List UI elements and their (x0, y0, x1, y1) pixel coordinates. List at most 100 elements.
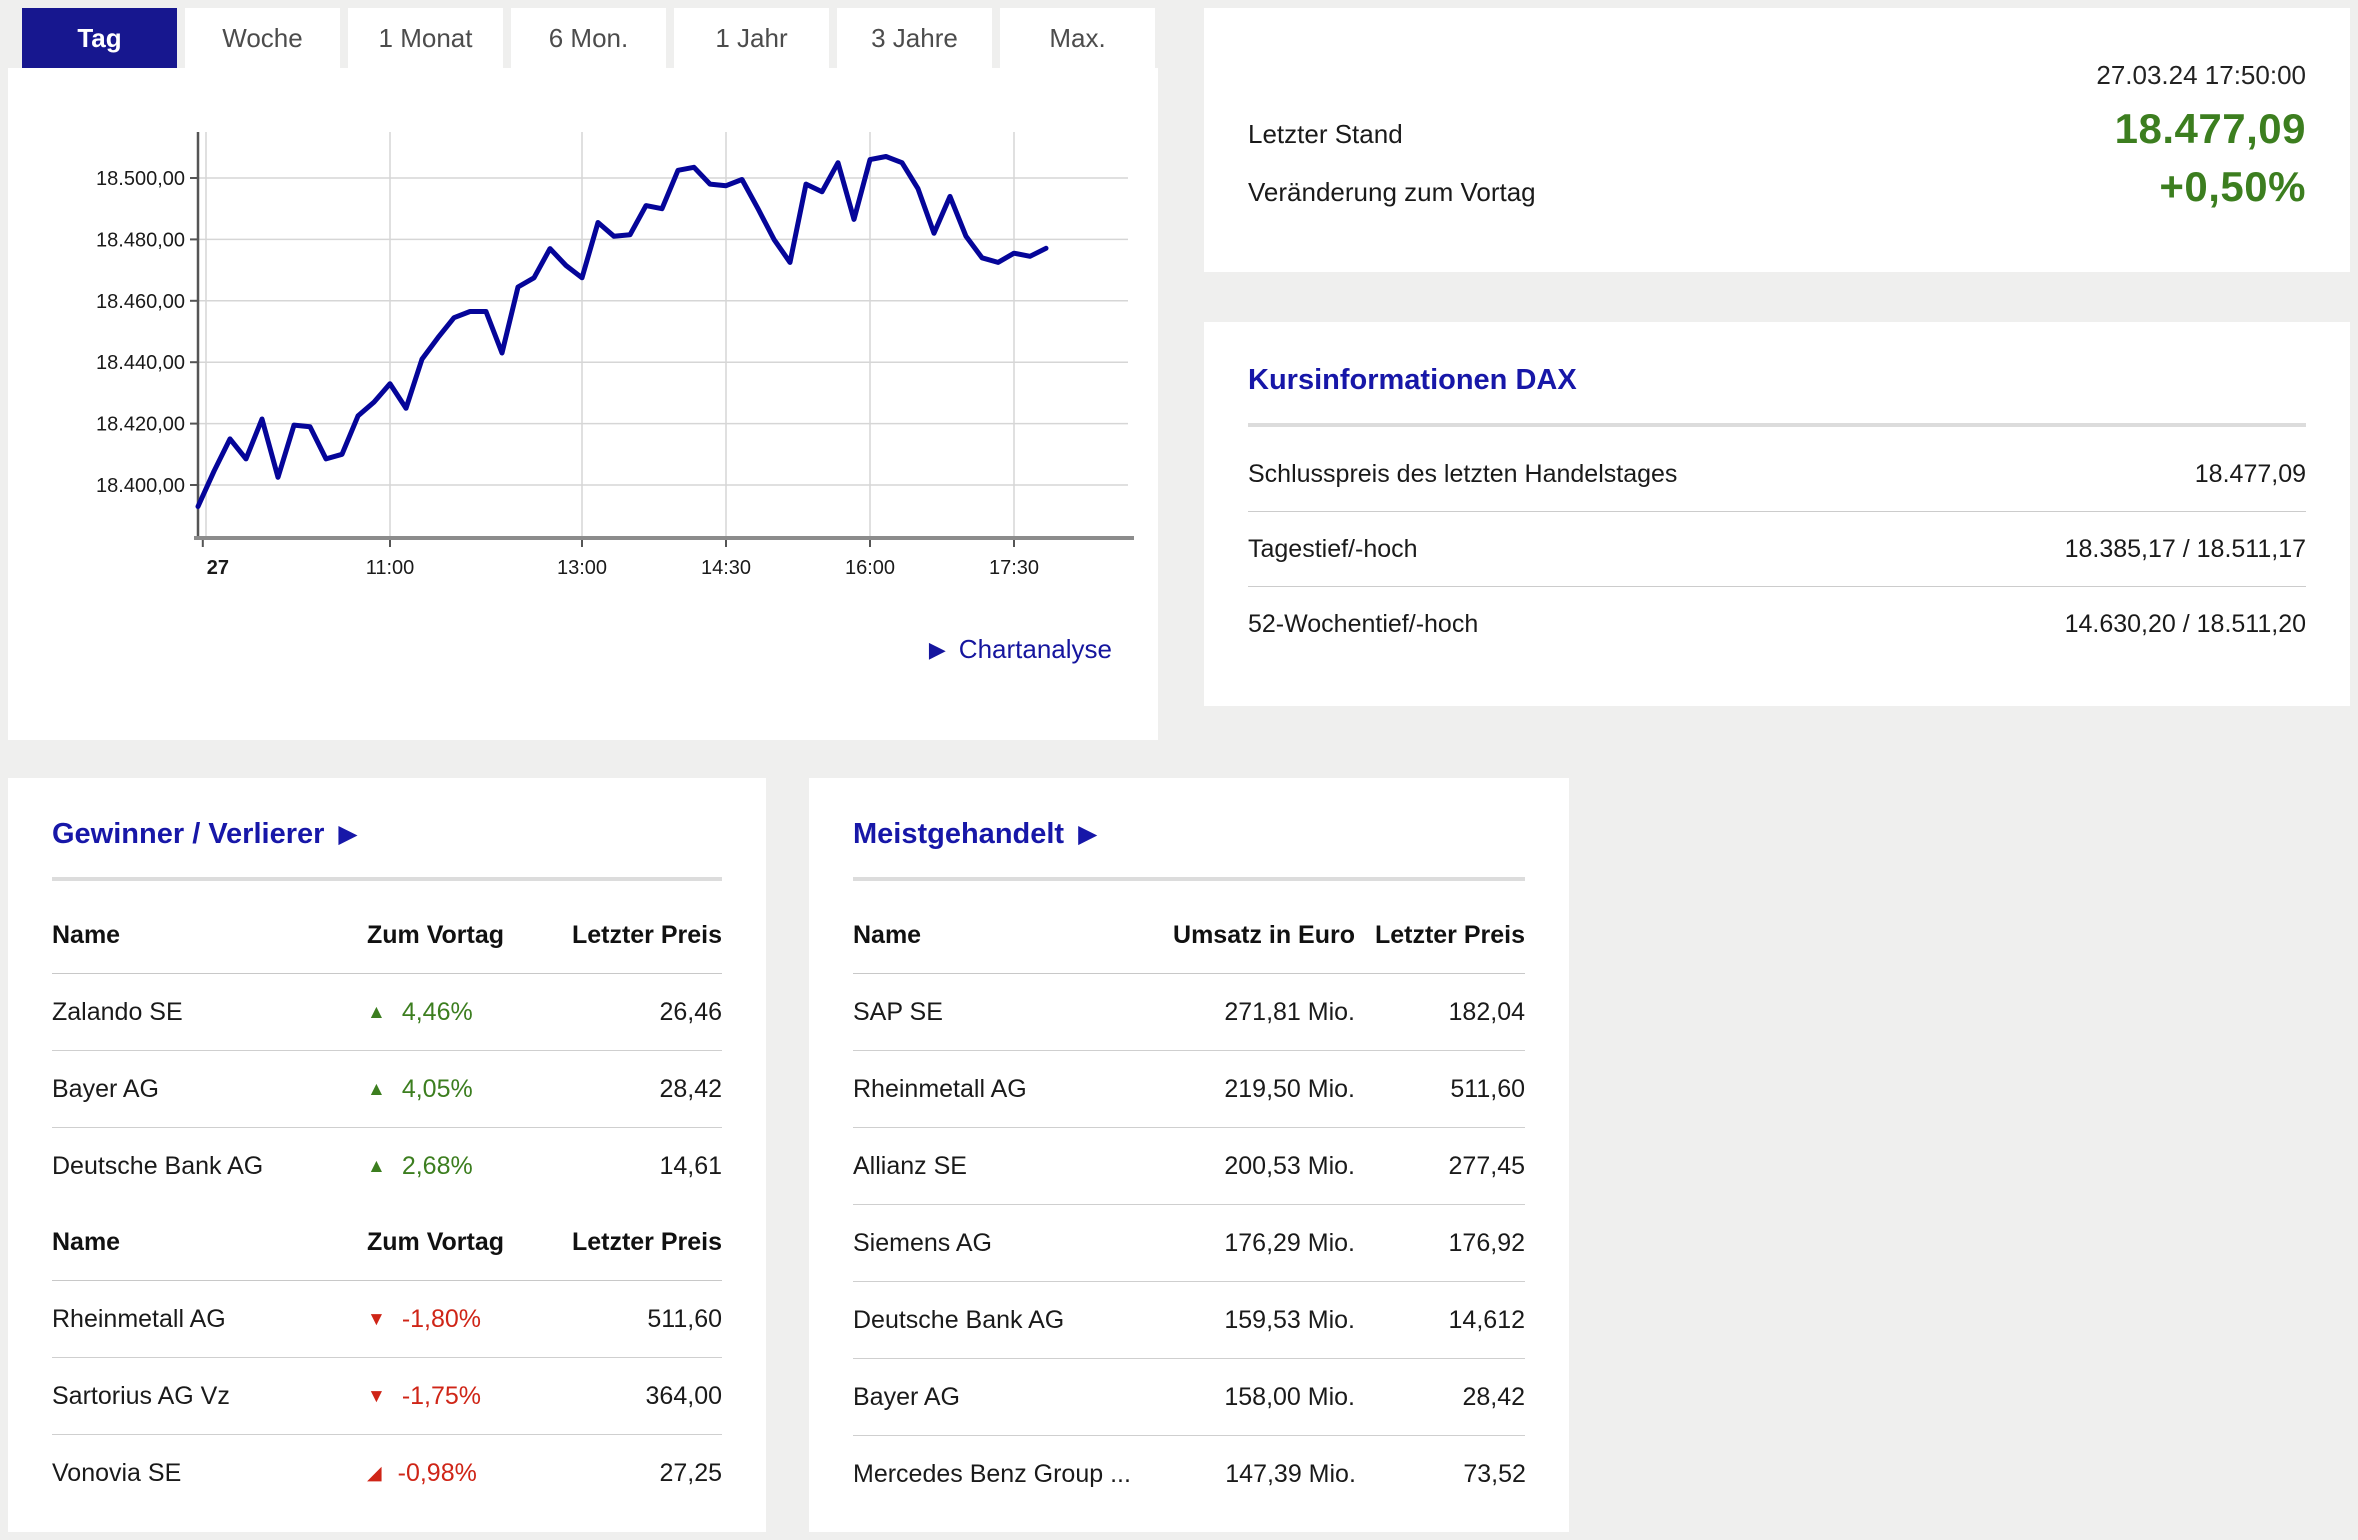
svg-text:18.420,00: 18.420,00 (96, 414, 185, 436)
last-price-value: 18.477,09 (2114, 105, 2306, 152)
dax-chart-panel: 18.400,00 18.420,00 18.440,00 18.460,00 18.4… (8, 68, 1158, 740)
volume-euro: 147,39 Mio. (1225, 1459, 1356, 1488)
loser-row: Rheinmetall AG ▼ -1,80% 511,60 (52, 1281, 722, 1358)
kursinfo-row-label: Schlusspreis des letzten Handelstages (1248, 459, 1678, 488)
change-label: Veränderung zum Vortag (1248, 177, 1536, 207)
svg-text:18.500,00: 18.500,00 (96, 168, 185, 190)
kursinfo-row-value: 14.630,20 / 18.511,20 (2064, 609, 2306, 638)
stock-name: Mercedes Benz Group ... (853, 1459, 1131, 1488)
chartanalyse-link[interactable]: ▶ Chartanalyse (929, 634, 1112, 665)
quote-panel: 27.03.24 17:50:00 Letzter Stand 18.477,0… (1204, 8, 2350, 272)
kursinfo-row-label: Tagestief/-hoch (1248, 534, 1418, 563)
svg-text:14:30: 14:30 (701, 557, 751, 579)
change-percent: 2,68% (401, 1151, 473, 1180)
last-price: 277,45 (1448, 1151, 1525, 1180)
column-header-name: Name (853, 920, 922, 949)
svg-text:18.440,00: 18.440,00 (96, 352, 185, 374)
change-percent: 4,05% (401, 1074, 473, 1103)
most-traded-row: SAP SE 271,81 Mio. 182,04 (853, 974, 1525, 1051)
last-price: 364,00 (645, 1381, 722, 1410)
stock-name: Sartorius AG Vz (52, 1381, 230, 1410)
last-price: 511,60 (1450, 1074, 1525, 1103)
last-price: 73,52 (1463, 1459, 1526, 1488)
time-range-tab[interactable]: 1 Monat (348, 8, 503, 68)
svg-text:11:00: 11:00 (366, 557, 415, 579)
last-price-label: Letzter Stand (1248, 119, 1403, 149)
title-divider (52, 877, 722, 881)
volume-euro: 271,81 Mio. (1224, 997, 1355, 1026)
last-price: 14,612 (1448, 1305, 1525, 1334)
gainers-losers-panel: Gewinner / Verlierer ▶ Name Zum Vortag L… (8, 778, 766, 1532)
column-header-volume: Umsatz in Euro (1173, 920, 1355, 949)
most-traded-table: Name Umsatz in Euro Letzter Preis SAP SE… (853, 897, 1526, 1512)
last-price: 176,92 (1448, 1228, 1525, 1257)
column-header-price: Letzter Preis (1374, 920, 1525, 949)
stock-name: Siemens AG (853, 1228, 992, 1257)
most-traded-title-link[interactable]: Meistgehandelt ▶ (853, 818, 1097, 851)
svg-text:27: 27 (207, 557, 229, 579)
trend-up-icon: ▲ (367, 1155, 386, 1177)
title-divider (1248, 423, 2306, 427)
last-price: 511,60 (647, 1304, 722, 1333)
kursinfo-row: 52-Wochentief/-hoch 14.630,20 / 18.511,2… (1248, 587, 2306, 661)
table-header-row: Name Umsatz in Euro Letzter Preis (853, 897, 1525, 974)
time-range-tab[interactable]: Woche (185, 8, 340, 68)
svg-text:18.480,00: 18.480,00 (96, 229, 185, 251)
most-traded-row: Allianz SE 200,53 Mio. 277,45 (853, 1128, 1525, 1205)
trend-down-icon: ▼ (367, 1385, 386, 1407)
loser-row: Sartorius AG Vz ▼ -1,75% 364,00 (52, 1358, 722, 1435)
kursinfo-row: Schlusspreis des letzten Handelstages 18… (1248, 437, 2306, 512)
svg-text:16:00: 16:00 (845, 557, 895, 579)
stock-name: Rheinmetall AG (52, 1304, 226, 1333)
loser-row: Vonovia SE ◢ -0,98% 27,25 (52, 1435, 722, 1511)
kursinfo-row-value: 18.385,17 / 18.511,17 (2064, 534, 2306, 563)
column-header-name: Name (52, 920, 121, 949)
most-traded-row: Deutsche Bank AG 159,53 Mio. 14,612 (853, 1282, 1525, 1359)
arrow-right-icon: ▶ (338, 820, 358, 848)
kursinfo-row-label: 52-Wochentief/-hoch (1248, 609, 1479, 638)
gainer-row: Bayer AG ▲ 4,05% 28,42 (52, 1051, 722, 1128)
stock-name: SAP SE (853, 997, 943, 1026)
chartanalyse-label: Chartanalyse (958, 634, 1112, 664)
column-header-price: Letzter Preis (571, 920, 722, 949)
volume-euro: 159,53 Mio. (1224, 1305, 1355, 1334)
stock-name: Bayer AG (52, 1074, 159, 1103)
table-header-row: Name Zum Vortag Letzter Preis (52, 1204, 722, 1281)
gainer-row: Deutsche Bank AG ▲ 2,68% 14,61 (52, 1128, 722, 1204)
trend-up-icon: ▲ (367, 1001, 386, 1023)
volume-euro: 219,50 Mio. (1224, 1074, 1355, 1103)
stock-name: Zalando SE (52, 997, 183, 1026)
svg-text:13:00: 13:00 (557, 557, 607, 579)
trend-down-icon: ◢ (367, 1462, 382, 1484)
most-traded-title: Meistgehandelt (853, 818, 1065, 850)
arrow-right-icon: ▶ (928, 636, 946, 662)
last-price: 182,04 (1448, 997, 1525, 1026)
table-header-row: Name Zum Vortag Letzter Preis (52, 897, 722, 974)
time-range-tab[interactable]: Tag (22, 8, 177, 68)
kursinformationen-panel: Kursinformationen DAX Schlusspreis des l… (1204, 322, 2350, 706)
most-traded-row: Mercedes Benz Group ... 147,39 Mio. 73,5… (853, 1436, 1526, 1512)
dax-intraday-chart: 18.400,00 18.420,00 18.440,00 18.460,00 18.4… (96, 132, 1134, 579)
title-divider (853, 877, 1525, 881)
last-price: 27,25 (659, 1458, 722, 1487)
svg-text:17:30: 17:30 (989, 557, 1039, 579)
last-price: 28,42 (1462, 1382, 1525, 1411)
stock-name: Deutsche Bank AG (52, 1151, 264, 1180)
time-range-tab[interactable]: 6 Mon. (511, 8, 666, 68)
stock-name: Deutsche Bank AG (853, 1305, 1065, 1334)
most-traded-row: Siemens AG 176,29 Mio. 176,92 (853, 1205, 1525, 1282)
gainers-losers-title-link[interactable]: Gewinner / Verlierer ▶ (52, 818, 358, 851)
volume-euro: 200,53 Mio. (1224, 1151, 1355, 1180)
time-range-tab[interactable]: 3 Jahre (837, 8, 992, 68)
change-percent: -1,75% (401, 1381, 482, 1410)
time-range-tab[interactable]: 1 Jahr (674, 8, 829, 68)
change-percent: 4,46% (401, 997, 473, 1026)
kursinformationen-title: Kursinformationen DAX (1248, 364, 1577, 396)
last-price: 14,61 (659, 1151, 722, 1180)
gainer-row: Zalando SE ▲ 4,46% 26,46 (52, 974, 722, 1051)
time-range-tab[interactable]: Max. (1000, 8, 1155, 68)
column-header-change: Zum Vortag (367, 1227, 505, 1256)
gainers-losers-table: Name Zum Vortag Letzter Preis Zalando SE… (52, 897, 722, 1511)
column-header-price: Letzter Preis (571, 1227, 722, 1256)
stock-name: Rheinmetall AG (853, 1074, 1027, 1103)
